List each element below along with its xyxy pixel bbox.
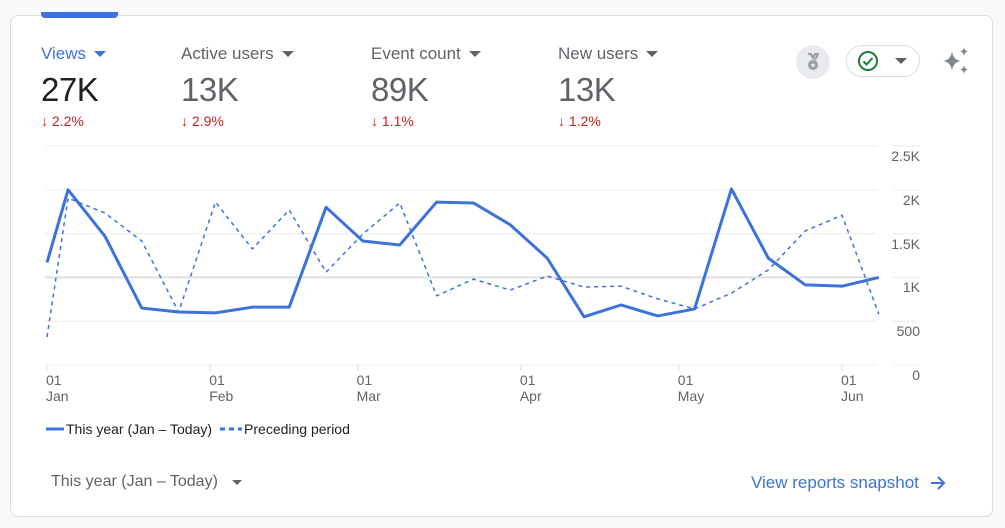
- sparkle-icon[interactable]: [940, 45, 972, 82]
- chevron-down-icon: [895, 58, 907, 64]
- x-tick-day: 01: [356, 372, 373, 388]
- metric-selector[interactable]: New users: [558, 44, 659, 64]
- metric-delta: ↓ 2.2%: [41, 113, 106, 129]
- x-tick-label: 01 Jan: [46, 372, 69, 404]
- legend-this-year: This year (Jan – Today): [66, 421, 213, 437]
- x-tick-label: 01 Feb: [209, 372, 233, 404]
- metric-new-users[interactable]: New users 13K ↓ 1.2%: [558, 44, 659, 129]
- metric-views[interactable]: Views 27K ↓ 2.2%: [41, 44, 107, 129]
- x-tick-month: Jan: [46, 388, 69, 404]
- metric-value: 27K: [41, 71, 99, 108]
- y-tick-label: 1K: [902, 279, 920, 296]
- x-tick-label: 01 Jun: [841, 372, 864, 404]
- chevron-down-icon: [646, 51, 659, 57]
- y-tick-label: 2K: [902, 191, 920, 208]
- arrow-down-icon: ↓: [181, 113, 188, 129]
- arrow-down-icon: ↓: [371, 113, 378, 129]
- delta-value: 2.2%: [51, 113, 84, 129]
- x-tick-day: 01: [841, 372, 857, 388]
- x-tick-month: May: [677, 388, 705, 404]
- metric-delta: ↓ 1.1%: [371, 113, 481, 129]
- metric-delta: ↓ 1.2%: [558, 113, 658, 129]
- y-tick-label: 500: [896, 323, 920, 340]
- chevron-down-icon: [231, 479, 242, 485]
- x-tick-month: Feb: [209, 388, 234, 404]
- snapshot-link-label: View reports snapshot: [751, 473, 919, 492]
- x-tick-day: 01: [677, 372, 694, 388]
- date-range-label: This year (Jan – Today): [51, 473, 218, 490]
- metric-selector[interactable]: Event count: [371, 44, 481, 64]
- x-tick-label: 01 Mar: [357, 372, 381, 404]
- metric-selector[interactable]: Views: [41, 44, 107, 64]
- arrow-down-icon: ↓: [558, 113, 565, 129]
- x-tick-month: Jun: [841, 388, 864, 404]
- chevron-down-icon: [94, 51, 107, 57]
- overview-card: [10, 15, 993, 517]
- x-tick-day: 01: [519, 372, 536, 388]
- metric-value: 13K: [558, 71, 616, 108]
- x-tick-label: 01 May: [678, 372, 704, 404]
- y-tick-label: 2.5K: [891, 148, 920, 164]
- delta-value: 1.2%: [568, 113, 601, 129]
- medal-icon[interactable]: [796, 45, 830, 79]
- view-reports-snapshot-link[interactable]: View reports snapshot: [751, 473, 947, 493]
- check-circle-icon: [858, 51, 878, 71]
- metric-label: Event count: [371, 44, 461, 63]
- x-tick-label: 01 Apr: [520, 372, 542, 404]
- arrow-right-icon: [930, 476, 946, 490]
- metric-delta: ↓ 2.9%: [181, 113, 294, 129]
- delta-value: 1.1%: [381, 113, 414, 129]
- y-tick-label: 1.5K: [891, 235, 920, 252]
- metric-active-users[interactable]: Active users 13K ↓ 2.9%: [181, 44, 294, 129]
- dashed-line-swatch: [220, 427, 243, 431]
- chart-legend: This year (Jan – Today) Preceding period: [46, 421, 350, 437]
- delta-value: 2.9%: [191, 113, 224, 129]
- chevron-down-icon: [468, 51, 481, 57]
- solid-line-swatch: [46, 427, 64, 431]
- x-tick-day: 01: [46, 372, 62, 388]
- metric-label: Active users: [181, 44, 274, 63]
- legend-preceding-period: Preceding period: [244, 421, 350, 437]
- metric-event-count[interactable]: Event count 89K ↓ 1.1%: [371, 44, 481, 129]
- metric-label: Views: [41, 44, 87, 63]
- chevron-down-icon: [281, 51, 294, 57]
- arrow-down-icon: ↓: [41, 113, 48, 129]
- metric-label: New users: [558, 44, 639, 63]
- x-tick-month: Apr: [519, 388, 542, 404]
- x-tick-month: Mar: [356, 388, 381, 404]
- date-range-dropdown[interactable]: This year (Jan – Today): [51, 473, 242, 491]
- x-tick-day: 01: [209, 372, 225, 388]
- status-dropdown-button[interactable]: [846, 45, 920, 77]
- metric-selector[interactable]: Active users: [181, 44, 294, 64]
- metric-value: 13K: [181, 71, 239, 108]
- y-tick-label: 0: [912, 367, 920, 383]
- metric-value: 89K: [371, 71, 429, 108]
- active-tab-indicator: [41, 12, 118, 18]
